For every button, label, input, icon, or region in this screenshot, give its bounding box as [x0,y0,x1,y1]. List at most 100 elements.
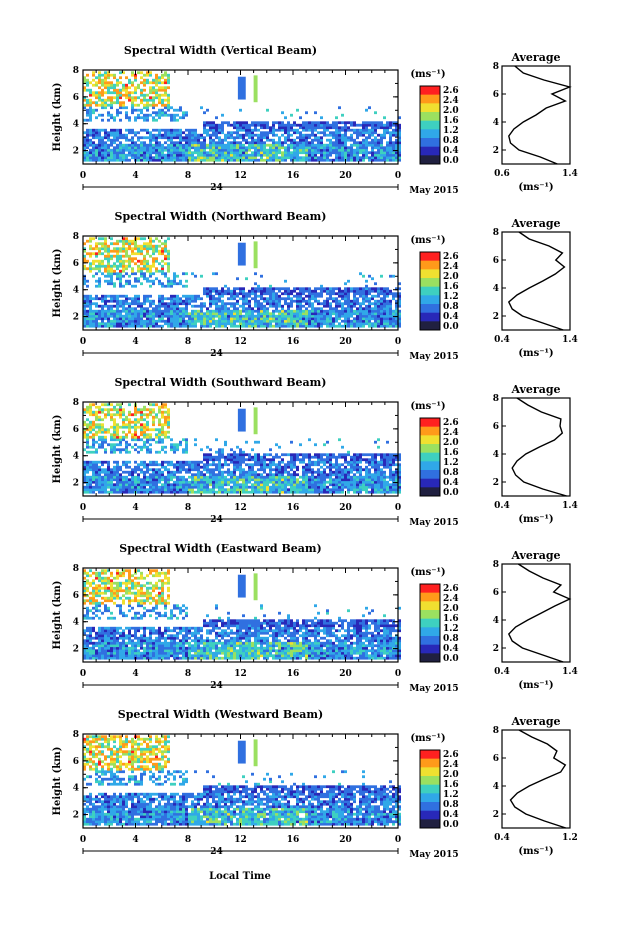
heatmap-cell [206,480,209,484]
heatmap-cell [278,475,281,479]
heatmap-cell [203,143,206,147]
heatmap-cell [95,91,98,95]
heatmap-cell [167,425,170,429]
heatmap-cell [371,314,374,318]
heatmap-cell [293,312,296,316]
heatmap-cell [335,143,338,147]
heatmap-cell [101,468,104,472]
heatmap-cell [173,151,176,155]
heatmap-cell [260,304,263,308]
heatmap-cell [110,297,113,301]
heatmap-cell [116,324,119,328]
heatmap-cell [275,309,278,313]
heatmap-cell [152,101,155,105]
heatmap-cell [173,148,176,152]
heatmap-cell [356,156,359,160]
heatmap-cell [224,309,227,313]
heatmap-cell [125,485,128,489]
heatmap-cell [323,314,326,318]
heatmap-cell [119,425,122,429]
heatmap-cell [176,143,179,147]
heatmap-cell [158,440,161,444]
heatmap-cell [95,314,98,318]
heatmap-cell [383,324,386,328]
heatmap-cell [242,453,245,457]
heatmap-cell [122,143,125,147]
heatmap-cell [371,138,374,142]
heatmap-cell [209,299,212,303]
colorbar-tick-label: 2.6 [443,252,459,262]
heatmap-cell [83,423,86,427]
heatmap-cell [155,128,158,132]
heatmap-cell [164,128,167,132]
heatmap-cell [275,302,278,306]
heatmap-cell [356,128,359,132]
heatmap-cell [152,106,155,110]
heatmap-cell [386,317,389,321]
heatmap-cell [272,490,275,494]
heatmap-cell [227,131,230,135]
heatmap-cell [215,314,218,318]
heatmap-cell [170,294,173,298]
heatmap-cell [314,121,317,125]
heatmap-cell [101,83,104,87]
heatmap-cell [296,480,299,484]
heatmap-cell [194,473,197,477]
heatmap-cell [260,156,263,160]
heatmap-cell [113,128,116,132]
heatmap-cell [290,485,293,489]
heatmap-cell [98,425,101,429]
heatmap-cell [398,299,401,303]
heatmap-cell [128,279,131,283]
heatmap-cell [152,136,155,140]
heatmap-cell [176,294,179,298]
heatmap-cell [302,289,305,293]
heatmap-cell [317,287,320,291]
heatmap-cell [353,128,356,132]
heatmap-cell [179,468,182,472]
heatmap-cell [125,460,128,464]
heatmap-cell [119,262,122,266]
heatmap-cell [218,458,221,462]
heatmap-cell [284,136,287,140]
heatmap-cell [308,158,311,162]
heatmap-cell [149,485,152,489]
heatmap-cell [98,128,101,132]
heatmap-cell [137,488,140,492]
heatmap-cell [134,252,137,256]
heatmap-cell [323,299,326,303]
heatmap-cell [353,148,356,152]
heatmap-cell [158,294,161,298]
heatmap-cell [110,480,113,484]
heatmap-cell [119,415,122,419]
heatmap-cell [131,141,134,145]
heatmap-cell [179,465,182,469]
heatmap-cell [143,425,146,429]
heatmap-cell [368,314,371,318]
heatmap-cell [338,121,341,125]
heatmap-cell [143,242,146,246]
heatmap-cell [134,299,137,303]
heatmap-cell [176,314,179,318]
heatmap-cell [323,289,326,293]
heatmap-cell [266,292,269,296]
heatmap-cell [95,309,98,313]
heatmap-cell [209,475,212,479]
heatmap-cell [176,118,179,122]
heatmap-cell [98,443,101,447]
heatmap-cell [347,156,350,160]
heatmap-cell [107,309,110,313]
heatmap-cell [131,136,134,140]
heatmap-cell [128,118,131,122]
heatmap-cell [194,156,197,160]
heatmap-cell [170,136,173,140]
heatmap-cell [233,483,236,487]
heatmap-cell [155,267,158,271]
heatmap-cell [236,128,239,132]
heatmap-cell [260,488,263,492]
heatmap-cell [104,101,107,105]
heatmap-cell [146,277,149,281]
heatmap-cell [311,121,314,125]
heatmap-cell [209,302,212,306]
heatmap-cell [110,267,113,271]
